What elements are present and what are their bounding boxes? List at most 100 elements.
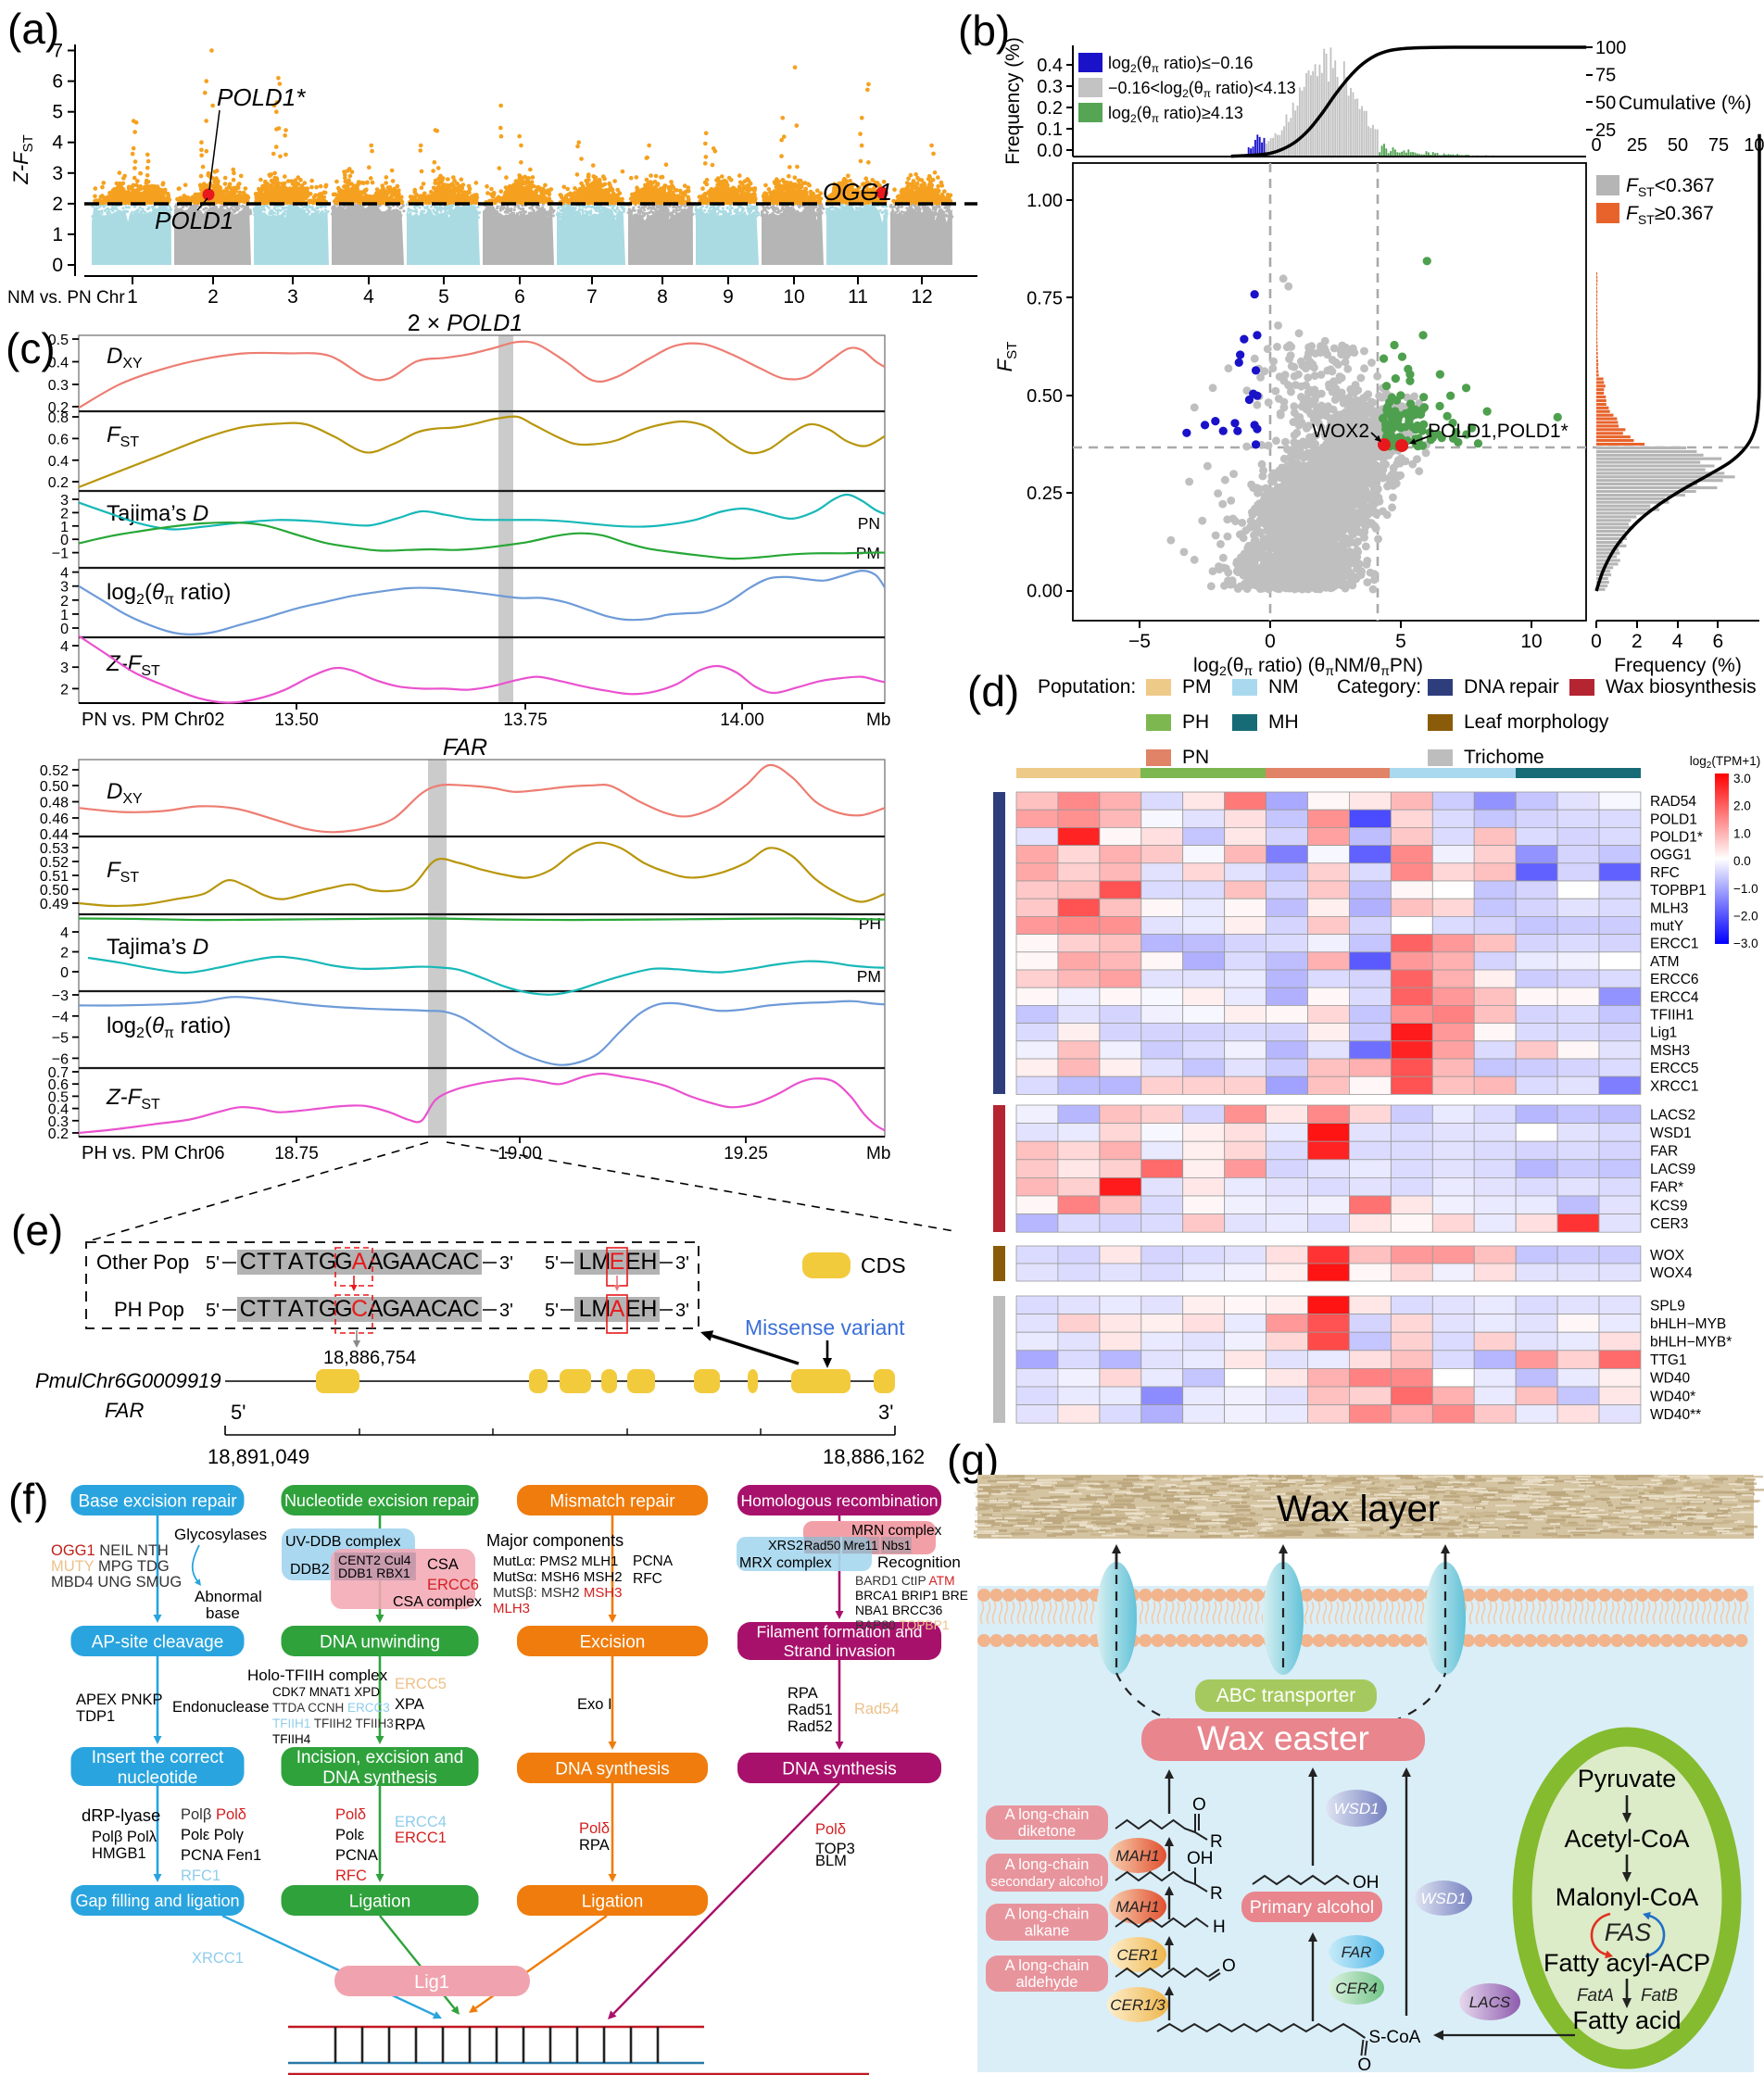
svg-text:Category:: Category: (1337, 676, 1421, 698)
svg-text:0.51: 0.51 (40, 869, 69, 885)
svg-text:RFC: RFC (633, 1571, 662, 1587)
svg-text:3.0: 3.0 (1733, 772, 1751, 786)
svg-text:C: C (462, 1249, 479, 1275)
svg-text:2: 2 (60, 682, 69, 698)
svg-text:(b): (b) (958, 6, 1010, 55)
svg-text:3': 3' (499, 1253, 513, 1274)
svg-text:RPA: RPA (788, 1685, 818, 1702)
svg-text:FAR: FAR (105, 1399, 144, 1422)
svg-text:TTG1: TTG1 (1650, 1352, 1687, 1368)
svg-text:−1: −1 (52, 547, 69, 562)
svg-text:Z-FST: Z-FST (106, 1085, 160, 1113)
svg-text:Polδ: Polδ (815, 1821, 846, 1838)
svg-text:ERCC5: ERCC5 (395, 1676, 447, 1692)
svg-text:UV-DDB complex: UV-DDB complex (285, 1534, 400, 1550)
svg-text:11: 11 (848, 286, 868, 308)
svg-text:MRX complex: MRX complex (739, 1555, 832, 1571)
svg-text:3: 3 (287, 286, 298, 308)
svg-text:A long-chain: A long-chain (1005, 1906, 1090, 1923)
svg-text:MRN complex: MRN complex (851, 1523, 942, 1539)
svg-text:2 × POLD1: 2 × POLD1 (408, 310, 523, 336)
svg-text:FatB: FatB (1641, 1986, 1678, 2006)
svg-text:0: 0 (60, 965, 69, 981)
svg-text:3: 3 (60, 493, 69, 509)
svg-text:Base excision repair: Base excision repair (78, 1491, 237, 1511)
svg-text:Holo-TFIIH complex: Holo-TFIIH complex (247, 1666, 388, 1684)
svg-text:Polβ Polδ: Polβ Polδ (181, 1806, 246, 1823)
svg-text:Mismatch repair: Mismatch repair (549, 1491, 675, 1511)
svg-text:WD40*: WD40* (1650, 1389, 1695, 1404)
svg-text:Primary alcohol: Primary alcohol (1250, 1897, 1374, 1918)
svg-text:PM: PM (857, 967, 881, 986)
svg-text:6: 6 (1713, 631, 1724, 652)
svg-text:0.52: 0.52 (40, 763, 69, 779)
svg-text:A: A (288, 1249, 304, 1275)
svg-text:CER1: CER1 (1116, 1946, 1158, 1964)
svg-text:RFC1: RFC1 (181, 1868, 220, 1884)
svg-text:DDB2: DDB2 (290, 1562, 330, 1578)
svg-text:LACS2: LACS2 (1650, 1107, 1695, 1123)
svg-text:5': 5' (545, 1301, 559, 1321)
svg-text:RFC: RFC (335, 1868, 367, 1884)
svg-text:C: C (240, 1249, 257, 1275)
svg-text:5': 5' (206, 1253, 220, 1274)
svg-text:4: 4 (60, 639, 69, 655)
svg-text:19.25: 19.25 (724, 1144, 768, 1163)
svg-text:BLM: BLM (815, 1853, 847, 1869)
svg-text:G: G (383, 1249, 400, 1275)
svg-text:Tajima’s D: Tajima’s D (107, 501, 208, 526)
svg-text:CDS: CDS (861, 1253, 906, 1277)
svg-text:18,891,049: 18,891,049 (208, 1445, 309, 1468)
svg-text:0.46: 0.46 (40, 811, 69, 827)
svg-text:MutSα: MSH6 MSH2: MutSα: MSH6 MSH2 (493, 1569, 623, 1585)
svg-text:0: 0 (52, 255, 63, 276)
svg-text:C: C (431, 1296, 447, 1322)
svg-text:Leaf morphology: Leaf morphology (1464, 711, 1609, 733)
svg-text:2: 2 (208, 286, 219, 308)
svg-text:Rad54: Rad54 (854, 1701, 900, 1717)
svg-text:0: 0 (1591, 135, 1601, 156)
svg-text:FST≥0.367: FST≥0.367 (1626, 203, 1714, 227)
svg-text:1: 1 (52, 224, 63, 245)
svg-text:FST: FST (993, 342, 1020, 372)
svg-text:6: 6 (514, 286, 525, 308)
svg-text:BARD1 CtIP ATM: BARD1 CtIP ATM (855, 1574, 955, 1588)
svg-text:alkane: alkane (1025, 1923, 1070, 1940)
svg-text:13.50: 13.50 (274, 711, 319, 730)
svg-text:MLH3: MLH3 (493, 1601, 530, 1616)
svg-text:Endonuclease: Endonuclease (172, 1699, 270, 1716)
svg-text:PH Pop: PH Pop (114, 1298, 184, 1321)
svg-text:0.4: 0.4 (1037, 56, 1063, 76)
svg-text:TFIIH1 TFIIH2 TFIIH3: TFIIH1 TFIIH2 TFIIH3 (272, 1717, 394, 1730)
svg-text:0.3: 0.3 (48, 1114, 69, 1130)
svg-text:ERCC1: ERCC1 (1650, 937, 1699, 952)
svg-text:PH vs. PM Chr06: PH vs. PM Chr06 (82, 1143, 224, 1163)
svg-text:1.0: 1.0 (1733, 826, 1751, 840)
svg-text:Other Pop: Other Pop (96, 1251, 189, 1274)
svg-text:C: C (431, 1249, 447, 1275)
svg-text:WD40: WD40 (1650, 1371, 1690, 1387)
svg-text:Rad51: Rad51 (788, 1702, 833, 1718)
svg-text:−3.0: −3.0 (1733, 937, 1758, 950)
svg-text:6: 6 (52, 71, 63, 93)
svg-text:2.0: 2.0 (1733, 799, 1751, 813)
svg-text:0.3: 0.3 (48, 378, 69, 394)
svg-text:0.4: 0.4 (48, 1102, 69, 1118)
svg-text:A: A (352, 1249, 368, 1275)
svg-text:5': 5' (206, 1301, 220, 1321)
svg-text:Z-FST: Z-FST (106, 651, 160, 679)
svg-text:3': 3' (675, 1301, 689, 1321)
svg-text:T: T (272, 1249, 286, 1275)
svg-text:−3: −3 (52, 988, 69, 1004)
svg-text:Major components: Major components (486, 1531, 624, 1550)
svg-text:0: 0 (60, 622, 69, 637)
svg-text:7: 7 (52, 41, 63, 62)
svg-text:NBA1 BRCC36: NBA1 BRCC36 (855, 1603, 943, 1617)
svg-text:Poputation:: Poputation: (1038, 676, 1136, 698)
svg-text:A long-chain: A long-chain (1005, 1957, 1090, 1974)
svg-text:1.00: 1.00 (1027, 191, 1063, 211)
svg-text:CDK7 MNAT1 XPD: CDK7 MNAT1 XPD (272, 1685, 380, 1699)
svg-text:18.75: 18.75 (274, 1144, 319, 1163)
svg-text:5: 5 (438, 286, 449, 308)
svg-text:8: 8 (657, 286, 668, 308)
